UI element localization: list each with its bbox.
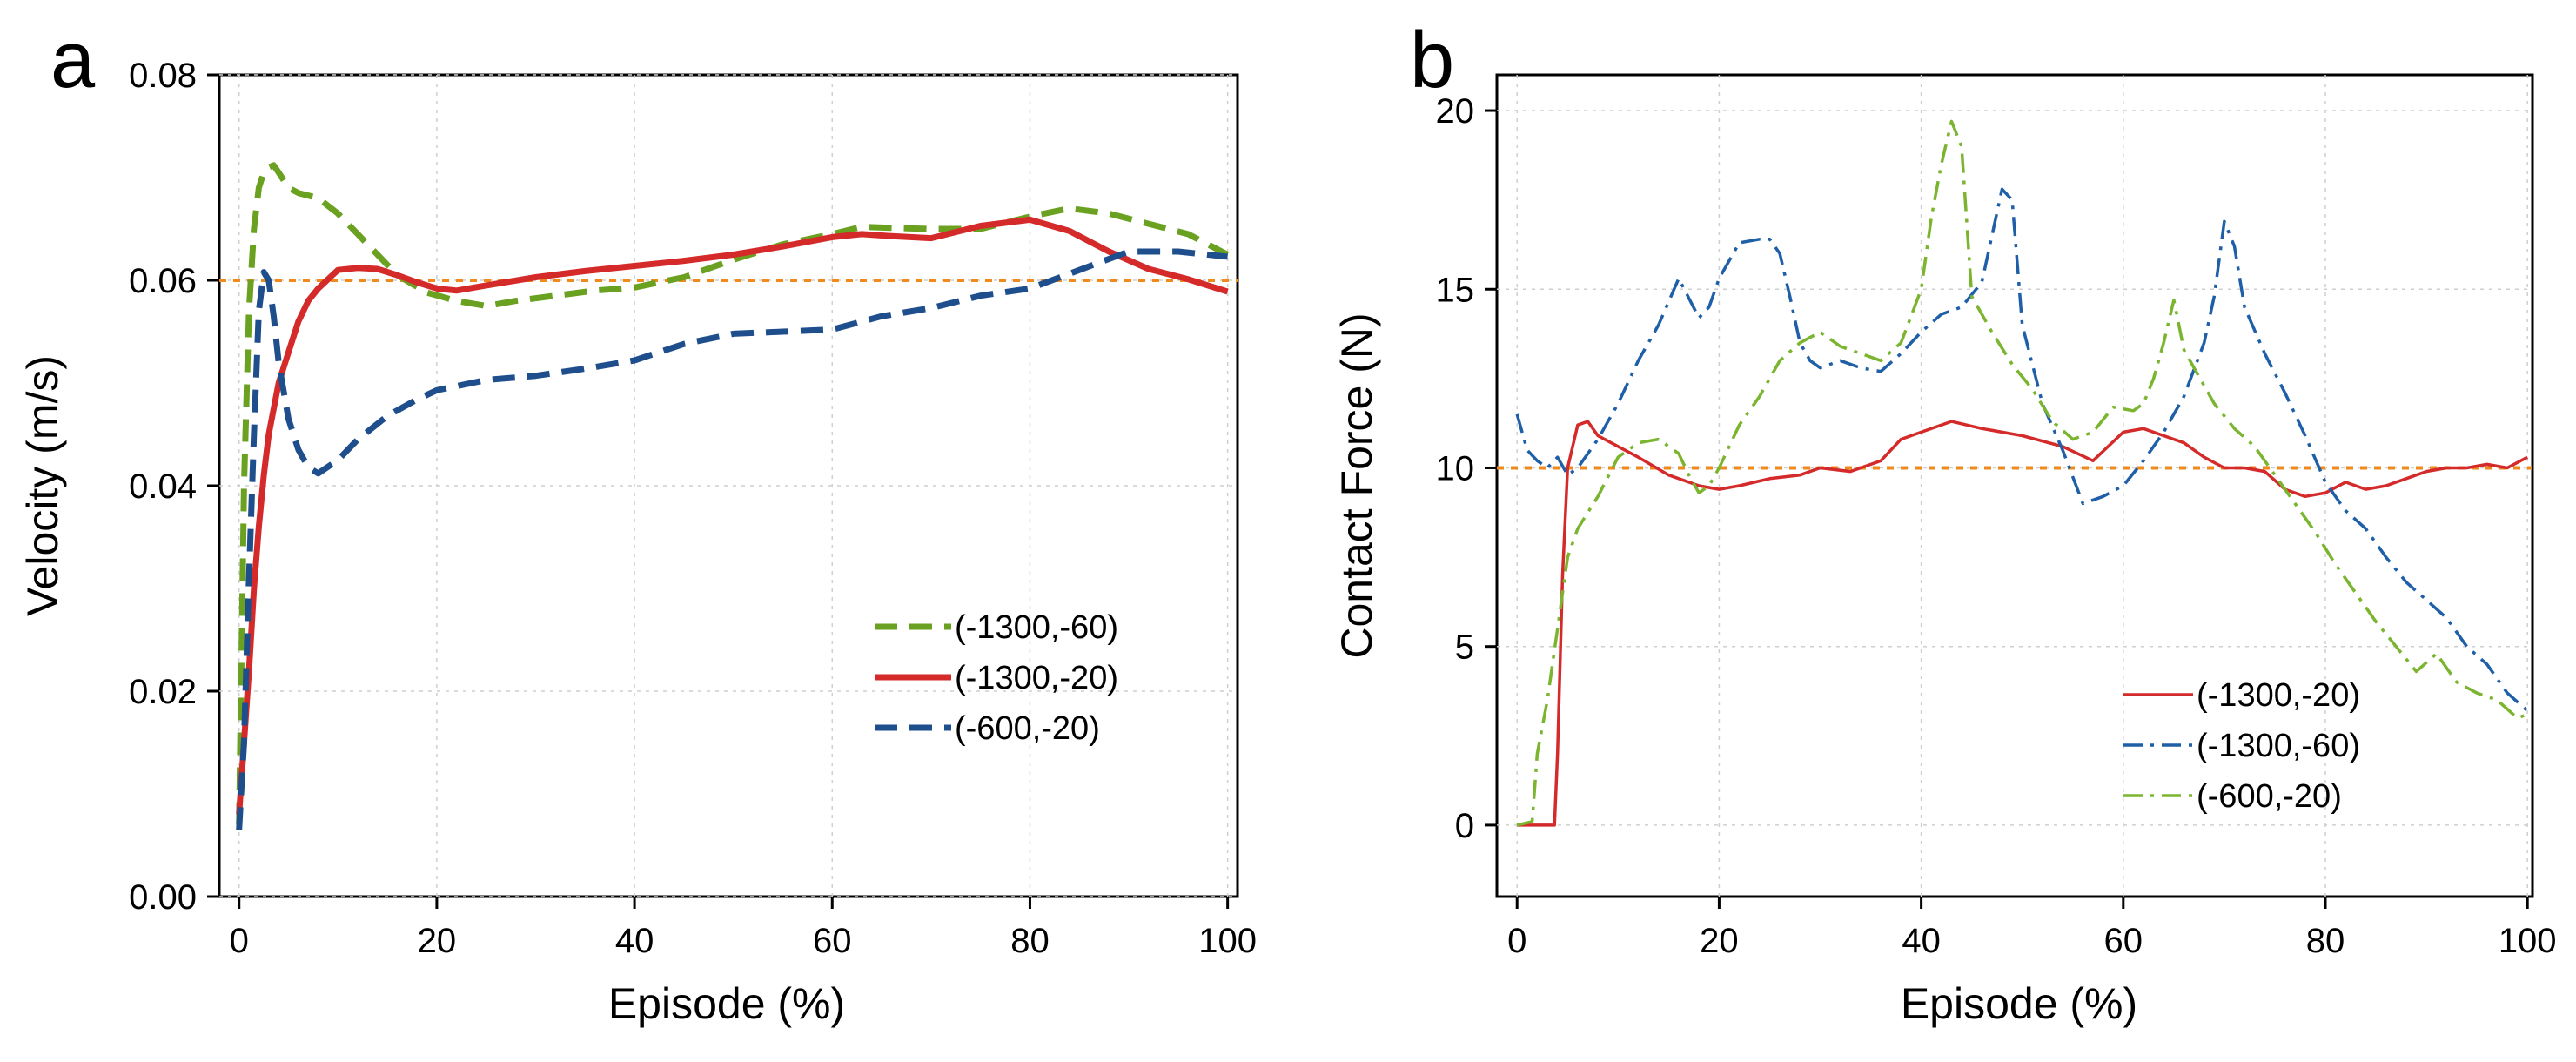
y-tick-label: 10 <box>1436 449 1475 487</box>
x-tick-label: 40 <box>615 922 654 960</box>
y-tick-label: 0.06 <box>129 262 197 300</box>
legend-label: (-1300,-20) <box>2197 677 2360 714</box>
panel-a-frame <box>218 73 1239 898</box>
y-tick-label: 0.04 <box>129 467 197 506</box>
panel-b-frame <box>1495 73 2534 898</box>
y-tick-label: 0 <box>1455 807 1474 845</box>
x-tick-label: 100 <box>1198 922 1257 960</box>
y-tick-label: 15 <box>1436 271 1475 309</box>
panel-b-contact-force-chart: b 0 20 40 60 80 100 0 5 10 15 20 Episode (%) Conta… <box>1332 16 2557 1028</box>
series-line-1 <box>236 216 1229 815</box>
x-tick-label: 40 <box>1902 922 1941 960</box>
legend-label: (-600,-20) <box>2197 778 2342 815</box>
x-tick-label: 100 <box>2499 922 2557 960</box>
y-tick-label: 0.02 <box>129 673 197 711</box>
x-tick-label: 80 <box>2306 922 2345 960</box>
legend-label: (-1300,-60) <box>955 609 1118 646</box>
legend-label: (-1300,-60) <box>2197 728 2360 764</box>
panel-b-ylabel: Contact Force (N) <box>1332 313 1381 658</box>
panel-a-legend: (-1300,-60) (-1300,-20) (-600,-20) <box>875 609 1118 747</box>
y-tick-label: 5 <box>1455 628 1474 667</box>
y-tick-label: 0.00 <box>129 878 197 917</box>
panel-b-letter: b <box>1410 16 1454 104</box>
panel-b-legend: (-1300,-20) (-1300,-60) (-600,-20) <box>2123 677 2360 815</box>
x-tick-label: 20 <box>418 922 457 960</box>
y-tick-label: 0.08 <box>129 57 197 95</box>
panel-a-letter: a <box>50 16 96 104</box>
panel-a-velocity-chart: a 0 20 40 60 80 100 0.00 0.02 0.04 0.06 0.08 Episo… <box>18 16 1257 1028</box>
legend-label: (-600,-20) <box>955 710 1100 747</box>
series-line-2 <box>1516 119 2528 827</box>
x-tick-label: 80 <box>1010 922 1050 960</box>
x-tick-label: 60 <box>2104 922 2143 960</box>
x-tick-label: 20 <box>1700 922 1739 960</box>
x-tick-label: 60 <box>813 922 852 960</box>
x-tick-label: 0 <box>230 922 249 960</box>
series-line-1 <box>1515 187 2529 712</box>
series-line-0 <box>1517 420 2529 827</box>
legend-label: (-1300,-20) <box>955 660 1118 696</box>
x-tick-label: 0 <box>1507 922 1526 960</box>
panel-a-xlabel: Episode (%) <box>608 979 845 1028</box>
panel-a-ylabel: Velocity (m/s) <box>18 355 67 616</box>
series-line-2 <box>236 248 1228 830</box>
panel-b-xlabel: Episode (%) <box>1901 979 2137 1028</box>
y-tick-label: 20 <box>1436 92 1475 131</box>
